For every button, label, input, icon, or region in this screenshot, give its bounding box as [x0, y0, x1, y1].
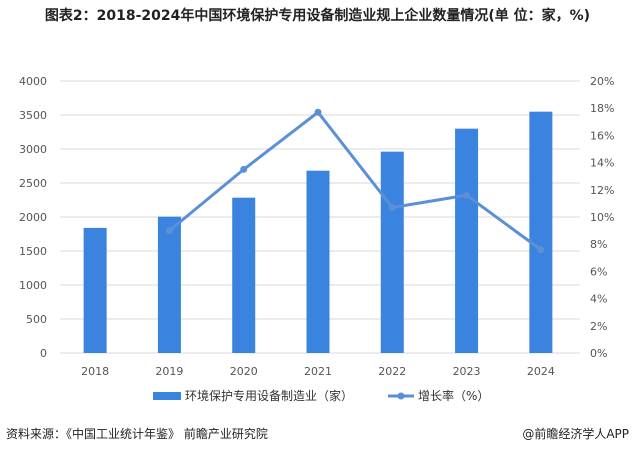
line-point: [314, 108, 322, 116]
y-left-tick: 0: [40, 347, 47, 360]
y-left-tick: 1500: [19, 245, 47, 258]
y-right-tick: 14%: [590, 157, 614, 170]
line-point: [388, 203, 396, 211]
legend-line-marker: [397, 392, 405, 400]
legend-bar-label: 环境保护专用设备制造业（家）: [185, 388, 353, 403]
x-tick: 2018: [81, 365, 109, 378]
y-right-tick: 20%: [590, 75, 614, 88]
y-right-tick: 16%: [590, 129, 614, 142]
legend-line-label: 增长率（%）: [418, 388, 489, 403]
line-point: [463, 191, 471, 199]
y-right-tick: 2%: [590, 320, 607, 333]
x-tick: 2023: [453, 365, 481, 378]
y-left-tick: 500: [26, 313, 47, 326]
y-left-tick: 3000: [19, 143, 47, 156]
source-note: 资料来源：《中国工业统计年鉴》 前瞻产业研究院: [6, 427, 268, 441]
line-point: [537, 246, 545, 254]
y-right-tick: 10%: [590, 211, 614, 224]
x-tick: 2022: [378, 365, 406, 378]
line-series: [168, 110, 542, 251]
y-left-tick: 4000: [19, 75, 47, 88]
y-right-tick: 6%: [590, 265, 607, 278]
y-right-tick: 18%: [590, 102, 614, 115]
y-left-tick: 1000: [19, 279, 47, 292]
y-right-tick: 4%: [590, 293, 607, 306]
y-left-tick: 2500: [19, 177, 47, 190]
legend-bar-swatch: [153, 392, 181, 400]
bar: [529, 111, 553, 353]
y-left-tick: 2000: [19, 211, 47, 224]
bar: [232, 197, 256, 353]
x-tick: 2021: [304, 365, 332, 378]
x-tick: 2019: [155, 365, 183, 378]
y-left-tick: 3500: [19, 109, 47, 122]
x-tick: 2024: [527, 365, 555, 378]
bar: [83, 227, 107, 353]
bar: [306, 170, 330, 353]
y-right-tick: 8%: [590, 238, 607, 251]
line-point: [240, 165, 248, 173]
x-tick: 2020: [230, 365, 258, 378]
chart-title: 图表2：2018-2024年中国环境保护专用设备制造业规上企业数量情况(单 位：…: [44, 8, 591, 24]
brand-label: @前瞻经济学人APP: [522, 427, 629, 441]
bar: [380, 151, 404, 353]
bar: [157, 216, 181, 353]
line-point: [165, 227, 173, 235]
y-right-tick: 12%: [590, 184, 614, 197]
bar: [455, 128, 479, 353]
y-right-tick: 0%: [590, 347, 607, 360]
